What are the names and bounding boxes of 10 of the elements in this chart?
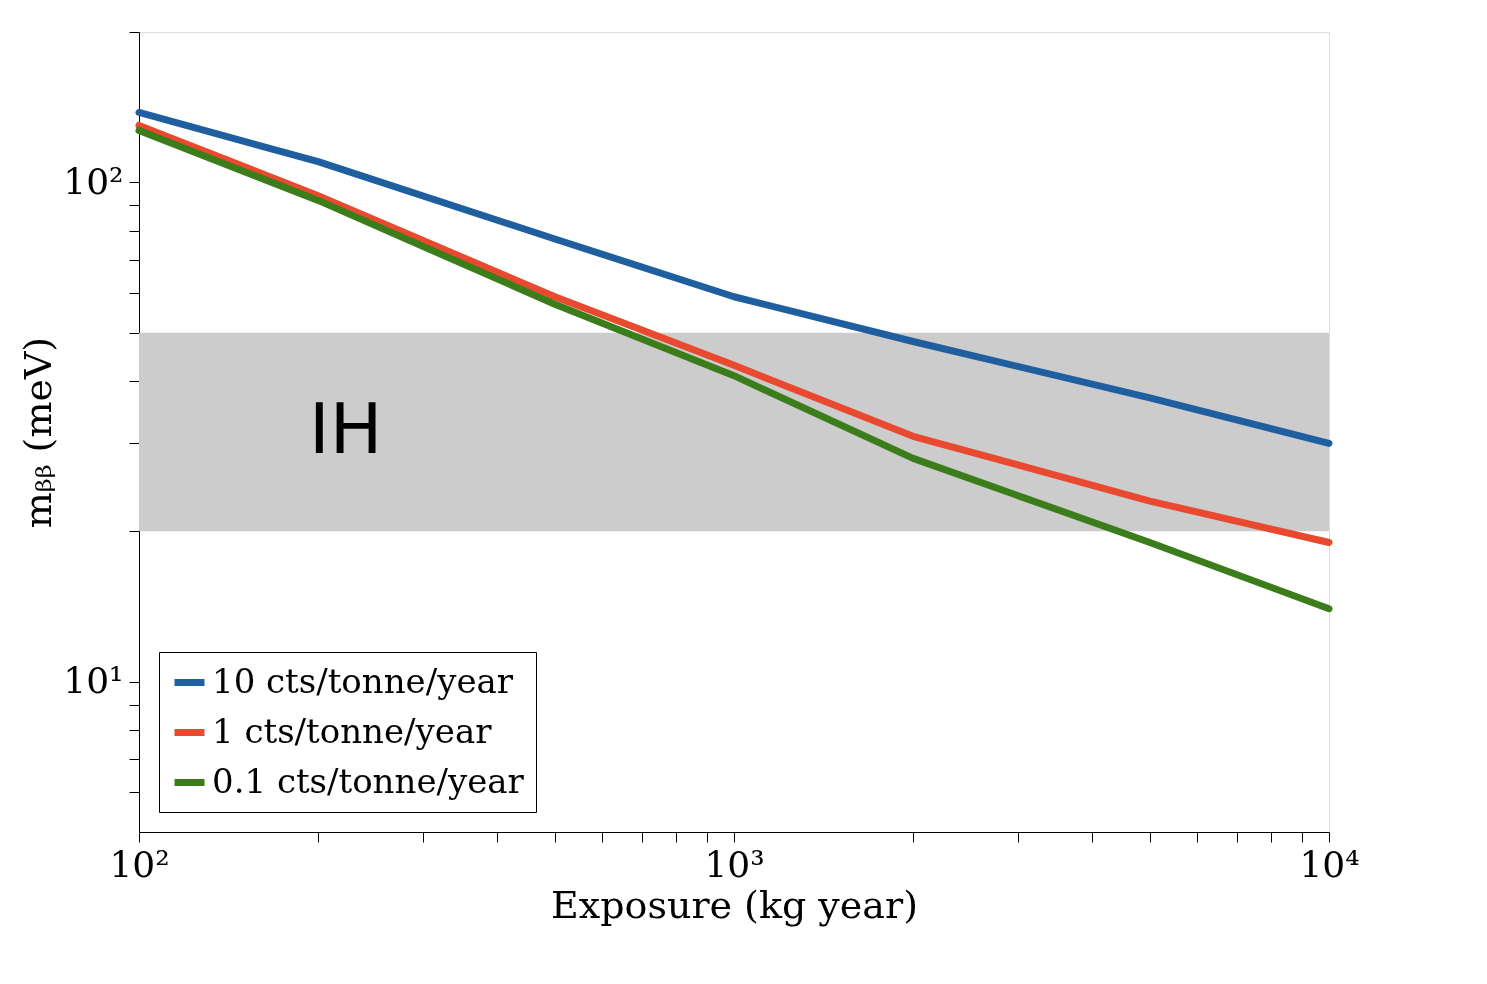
legend-label: 1 cts/tonne/year: [212, 710, 493, 751]
legend-label: 10 cts/tonne/year: [212, 660, 514, 701]
legend-label: 0.1 cts/tonne/year: [212, 760, 525, 801]
y-axis-title: mᵦᵦ (meV): [16, 336, 61, 529]
x-tick-label: 10²: [109, 843, 170, 885]
x-tick-label: 10³: [704, 843, 765, 885]
x-axis-title: Exposure (kg year): [551, 882, 918, 927]
band-label: IH: [309, 388, 383, 470]
y-tick-label: 10¹: [63, 660, 124, 702]
x-tick-label: 10⁴: [1299, 843, 1360, 885]
